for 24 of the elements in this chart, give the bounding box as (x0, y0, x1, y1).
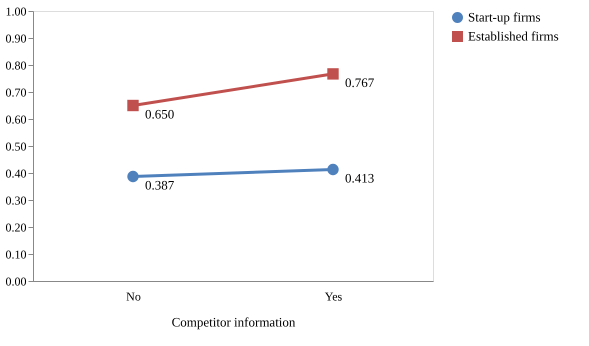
x-tick-label: No (126, 290, 141, 304)
data-label: 0.387 (145, 178, 175, 193)
data-label: 0.767 (345, 74, 375, 90)
legend-label: Start-up firms (468, 10, 541, 24)
y-tick-label: 0.10 (6, 248, 26, 262)
point (127, 100, 139, 112)
y-tick-label: 0.30 (6, 194, 26, 208)
y-tick-label: 1.00 (6, 4, 26, 18)
y-tick-label: 0.60 (6, 112, 26, 126)
y-tick-label: 0.70 (6, 86, 26, 100)
point (327, 164, 339, 176)
y-tick-label: 0.50 (6, 140, 26, 154)
legend-label: Established firms (468, 28, 559, 44)
y-tick-label: 0.20 (6, 220, 26, 234)
y-tick-label: 0.90 (6, 32, 26, 46)
point (127, 170, 139, 182)
x-axis-title: Competitor information (172, 314, 296, 330)
data-label: 0.413 (345, 170, 374, 186)
data-label: 0.650 (145, 106, 174, 122)
y-tick-label: 0.40 (6, 166, 26, 180)
y-tick-label: 0.80 (6, 58, 26, 72)
x-tick-label: Yes (324, 290, 343, 304)
point (327, 68, 339, 80)
y-tick-label: 0.00 (6, 274, 26, 288)
